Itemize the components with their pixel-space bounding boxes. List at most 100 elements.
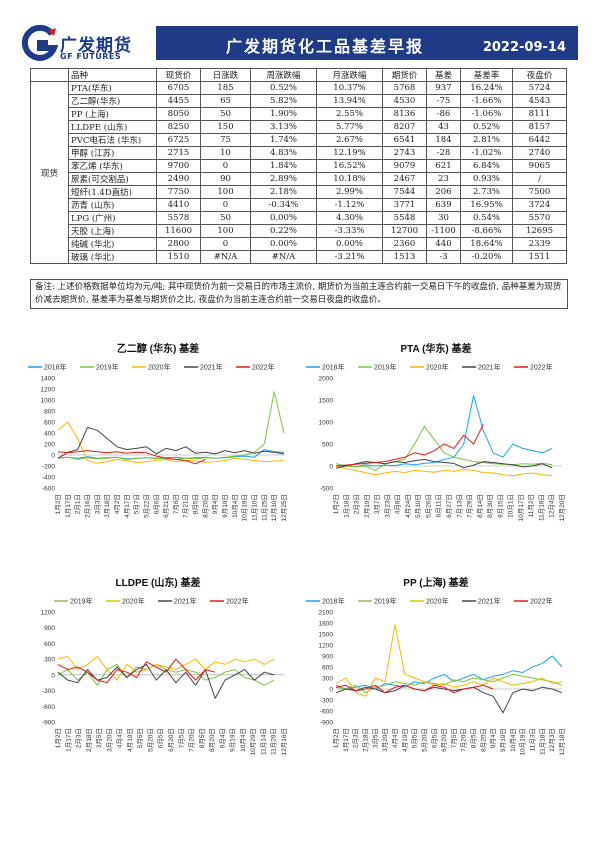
value-cell: 6725	[156, 133, 201, 147]
x-tick-label: 7月5日	[177, 728, 185, 748]
value-cell: 16.24%	[460, 81, 513, 95]
value-cell: 206	[426, 185, 461, 199]
x-tick-label: 7月29日	[466, 494, 474, 518]
table-row: PVC电石法 (华东) 6725 75 1.74% 2.67% 6541 184 2.81% 6…	[31, 133, 567, 147]
legend-item: 2018年	[306, 363, 345, 372]
x-tick-label: 7月6日	[172, 494, 180, 514]
x-tick-label: 6月5日	[157, 728, 165, 748]
y-tick-label: -900	[320, 720, 333, 727]
value-cell: 2.55%	[316, 107, 383, 121]
x-tick-label: 3月23日	[383, 494, 391, 518]
value-cell: 8207	[382, 120, 427, 134]
value-cell: 0.52%	[250, 81, 317, 95]
value-cell: 5548	[382, 211, 427, 225]
value-cell: 1.90%	[250, 107, 317, 121]
y-tick-label: 400	[44, 431, 55, 438]
x-tick-label: 11月18日	[538, 728, 546, 755]
value-cell: 9700	[156, 159, 201, 173]
title-bar: 广发期货化工品基差早报 2022-09-14	[156, 26, 578, 60]
x-tick-label: 9月4日	[211, 494, 219, 514]
x-tick-label: 5月20日	[420, 728, 428, 752]
x-tick-label: 8月5日	[192, 494, 200, 514]
x-tick-label: 2月1日	[74, 494, 82, 514]
y-tick-label: 600	[322, 665, 333, 672]
value-cell: -75	[426, 94, 461, 108]
column-header: 周涨跌幅	[250, 68, 317, 82]
y-tick-label: 1500	[319, 632, 334, 639]
product-name-cell: 短纤(1.4D直纺)	[68, 185, 157, 199]
value-cell: 8111	[512, 107, 567, 121]
value-cell: 4.30%	[316, 211, 383, 225]
x-tick-label: 4月8日	[394, 494, 402, 514]
value-cell: 75	[200, 133, 251, 147]
value-cell: 1510	[156, 250, 201, 264]
chart-svg: PTA (华东) 基差 2018年 2019年 2020年 2021年 2022年 2000…	[306, 342, 566, 521]
value-cell: 16.95%	[460, 198, 513, 212]
x-tick-label: 11月14日	[259, 728, 267, 755]
y-tick-label: -500	[320, 486, 333, 493]
value-cell: 2800	[156, 237, 201, 251]
gf-logo-icon	[21, 24, 59, 61]
chart-lldpe-basis: LLDPE (山东) 基差 2019年 2020年 2021年 2022年 1200 900…	[22, 572, 294, 798]
x-tick-label: 4月4日	[116, 728, 124, 748]
table-row: 乙二醇(华东) 4455 65 5.82% 13.94% 4530 -75 -1.66% 454…	[31, 94, 567, 108]
chart-svg: LLDPE (山东) 基差 2019年 2020年 2021年 2022年 1200 900…	[41, 576, 288, 755]
x-tick-label: 8月5日	[198, 728, 206, 748]
company-logo: 广发期货 GF FUTURES	[18, 22, 158, 68]
value-cell: 0	[200, 198, 251, 212]
legend-label: 2021年	[200, 363, 223, 372]
value-cell: 12695	[512, 224, 567, 238]
x-tick-label: 1月2日	[54, 494, 62, 514]
series-line-2019	[335, 673, 563, 694]
value-cell: 2.18%	[250, 185, 317, 199]
series-line-2020	[335, 465, 553, 477]
value-cell: /	[512, 172, 567, 186]
y-tick-label: 2100	[319, 610, 334, 617]
x-tick-label: 3月7日	[373, 494, 381, 514]
x-tick-label: 7月20日	[460, 728, 468, 752]
series-line-2021	[57, 663, 275, 699]
value-cell: 5578	[156, 211, 201, 225]
chart-svg: PP (上海) 基差 2018年 2019年 2020年 2021年 2022年 2100 1…	[306, 576, 566, 755]
y-tick-label: 1400	[41, 376, 56, 383]
chart-title: PTA (华东) 基差	[400, 342, 471, 355]
legend-label: 2020年	[122, 597, 145, 606]
x-tick-label: 4月24日	[404, 494, 412, 518]
value-cell: 4455	[156, 94, 201, 108]
value-cell: 6705	[156, 81, 201, 95]
y-tick-label: 1500	[319, 398, 334, 405]
value-cell: 0	[200, 237, 251, 251]
y-tick-label: 1000	[41, 398, 56, 405]
value-cell: 2715	[156, 146, 201, 160]
value-cell: 150	[200, 120, 251, 134]
x-tick-label: 2月3日	[75, 728, 83, 748]
table-row: 天胶 (上海) 11600 100 0.22% -3.33% 12700 -1100 -8.6…	[31, 224, 567, 238]
x-tick-label: 12月3日	[548, 728, 556, 752]
value-cell: 23	[426, 172, 461, 186]
x-tick-label: 11月2日	[527, 494, 535, 517]
x-tick-label: 1月2日	[54, 728, 62, 748]
value-cell: 184	[426, 133, 461, 147]
y-tick-label: 800	[44, 409, 55, 416]
x-tick-label: 10月1日	[507, 494, 515, 518]
value-cell: 5.77%	[316, 120, 383, 134]
y-tick-label: 1200	[319, 643, 334, 650]
x-tick-label: 3月20日	[381, 728, 389, 752]
logo-text: 广发期货	[60, 36, 132, 56]
value-cell: 6541	[382, 133, 427, 147]
x-tick-label: 7月5日	[450, 728, 458, 748]
x-tick-label: 9月19日	[229, 728, 237, 752]
product-name-cell: 沥青 (山东)	[68, 198, 157, 212]
column-header: 基差	[426, 68, 461, 82]
legend-label: 2019年	[70, 597, 93, 606]
legend-label: 2022年	[530, 597, 553, 606]
y-tick-label: 0	[329, 464, 333, 471]
legend-item: 2020年	[410, 363, 449, 372]
legend-item: 2021年	[462, 363, 501, 372]
x-tick-label: 10月17日	[517, 494, 525, 521]
logo-subtext: GF FUTURES	[60, 52, 122, 61]
y-tick-label: 1200	[41, 610, 56, 617]
value-cell: -0.20%	[460, 250, 513, 264]
value-cell: 43	[426, 120, 461, 134]
value-cell: -86	[426, 107, 461, 121]
